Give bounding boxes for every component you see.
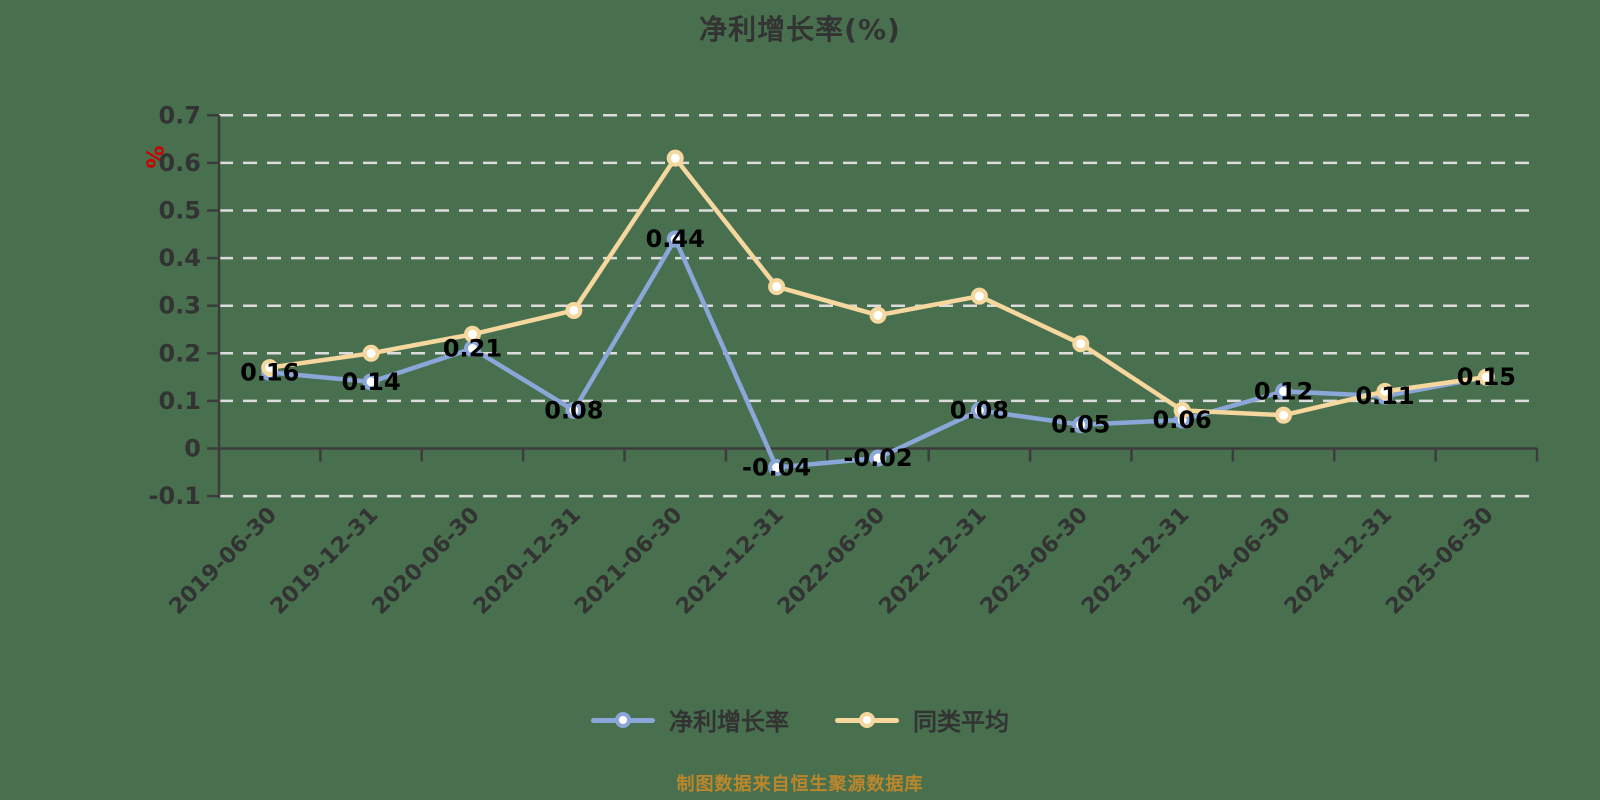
data-label: 0.15 bbox=[1457, 363, 1516, 391]
data-point[interactable] bbox=[565, 401, 583, 419]
data-label: 0.21 bbox=[443, 335, 502, 363]
x-axis-label: 2022-06-30 bbox=[773, 503, 890, 620]
legend-line-marker-icon bbox=[835, 707, 899, 733]
x-axis-label: 2021-12-31 bbox=[672, 503, 789, 620]
legend-item-category-average[interactable]: 同类平均 bbox=[835, 702, 1009, 737]
data-label: 0.08 bbox=[544, 396, 603, 424]
legend-label-category-average: 同类平均 bbox=[913, 708, 1009, 736]
data-source-note: 制图数据来自恒生聚源数据库 bbox=[676, 774, 924, 795]
data-label: 0.16 bbox=[240, 358, 299, 386]
data-label: 0.08 bbox=[950, 396, 1009, 424]
chart-title: 净利增长率(%) bbox=[699, 13, 901, 46]
y-axis-label: 0.1 bbox=[158, 387, 201, 415]
data-point[interactable] bbox=[362, 344, 380, 362]
data-label: 0.14 bbox=[341, 368, 400, 396]
data-label: 0.11 bbox=[1355, 382, 1414, 410]
legend-label-net-profit-growth: 净利增长率 bbox=[669, 708, 789, 736]
x-axis-label: 2023-06-30 bbox=[976, 503, 1093, 620]
x-axis-label: 2020-06-30 bbox=[368, 503, 485, 620]
x-axis-label: 2024-12-31 bbox=[1280, 503, 1397, 620]
x-axis-label: 2019-06-30 bbox=[165, 503, 282, 620]
data-label: 0.44 bbox=[646, 225, 705, 253]
data-point[interactable] bbox=[869, 306, 887, 324]
data-point[interactable] bbox=[463, 325, 481, 343]
data-point[interactable] bbox=[1275, 406, 1293, 424]
x-axis-label: 2025-06-30 bbox=[1381, 503, 1498, 620]
legend-line-marker-icon bbox=[591, 707, 655, 733]
data-point[interactable] bbox=[666, 149, 684, 167]
data-point[interactable] bbox=[261, 359, 279, 377]
data-point[interactable] bbox=[666, 230, 684, 248]
data-label: 0.06 bbox=[1153, 406, 1212, 434]
x-axis-label: 2020-12-31 bbox=[469, 503, 586, 620]
y-axis-label: 0.6 bbox=[158, 149, 201, 177]
x-axis-label: 2023-12-31 bbox=[1077, 503, 1194, 620]
x-axis-label: 2022-12-31 bbox=[874, 503, 991, 620]
y-axis-label: -0.1 bbox=[149, 482, 201, 510]
data-label: 0.12 bbox=[1254, 377, 1313, 405]
y-axis-label: 0.7 bbox=[158, 101, 201, 129]
y-axis-label: 0.4 bbox=[158, 244, 201, 272]
data-point[interactable] bbox=[1072, 416, 1090, 434]
data-point[interactable] bbox=[1072, 335, 1090, 353]
data-point[interactable] bbox=[1173, 401, 1191, 419]
y-axis-label: 0.2 bbox=[158, 339, 201, 367]
legend-circle-blue-icon bbox=[615, 711, 631, 728]
y-axis-label: 0.3 bbox=[158, 292, 201, 320]
data-point[interactable] bbox=[768, 278, 786, 296]
legend-circle-yellow-icon bbox=[859, 711, 875, 728]
x-axis-label: 2024-06-30 bbox=[1179, 503, 1296, 620]
data-point[interactable] bbox=[1376, 382, 1394, 400]
data-point[interactable] bbox=[362, 373, 380, 391]
data-point[interactable] bbox=[565, 301, 583, 319]
legend: 净利增长率 同类平均 bbox=[0, 702, 1600, 737]
data-label: 0.05 bbox=[1051, 411, 1110, 439]
data-label: -0.04 bbox=[742, 454, 811, 482]
legend-item-net-profit-growth[interactable]: 净利增长率 bbox=[591, 702, 789, 737]
y-axis-label: 0.5 bbox=[158, 197, 201, 225]
data-point[interactable] bbox=[970, 401, 988, 419]
data-point[interactable] bbox=[869, 449, 887, 467]
data-point[interactable] bbox=[1275, 382, 1293, 400]
data-label: -0.02 bbox=[843, 444, 912, 472]
y-axis-label: 0 bbox=[184, 435, 201, 463]
x-axis-label: 2021-06-30 bbox=[570, 503, 687, 620]
data-point[interactable] bbox=[1477, 368, 1495, 386]
data-point[interactable] bbox=[768, 459, 786, 477]
data-point[interactable] bbox=[970, 287, 988, 305]
x-axis-label: 2019-12-31 bbox=[266, 503, 383, 620]
